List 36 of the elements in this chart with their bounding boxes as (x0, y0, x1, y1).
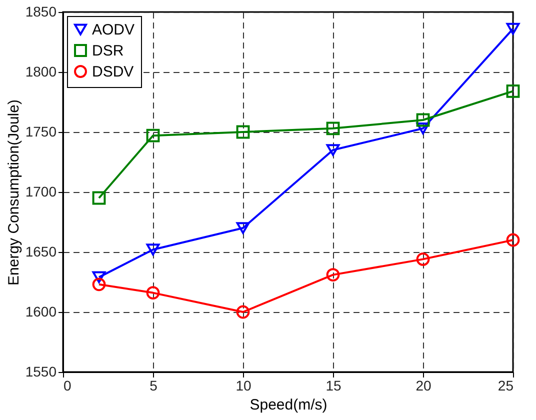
point (236, 305, 250, 319)
x-tick-label: 10 (236, 378, 252, 394)
point (506, 84, 520, 98)
point (146, 128, 160, 142)
y-tick-label: 1750 (25, 124, 57, 140)
x-tick-label: 0 (64, 378, 72, 394)
point (146, 286, 160, 300)
y-tick-label: 1650 (25, 244, 57, 260)
point (92, 271, 106, 284)
point (92, 191, 106, 205)
point (326, 268, 340, 282)
point (416, 252, 430, 266)
point (416, 113, 430, 127)
point (146, 244, 160, 256)
point (236, 222, 250, 234)
y-tick-label: 1550 (25, 364, 57, 380)
point (92, 278, 106, 292)
x-tick-label: 25 (498, 378, 514, 394)
point (236, 125, 250, 139)
legend-label: DSDV (92, 64, 134, 80)
legend-label: AODV (92, 22, 135, 38)
point (506, 233, 520, 247)
point (416, 122, 430, 134)
y-tick-label: 1700 (25, 184, 57, 200)
x-tick-label: 5 (150, 378, 158, 394)
y-tick-label: 1600 (25, 304, 57, 320)
point (326, 122, 340, 136)
y-axis-title: Energy Consumption(Joule) (5, 100, 22, 286)
x-axis-title: Speed(m/s) (250, 396, 328, 414)
y-tick-label: 1800 (25, 64, 57, 80)
legend-label: DSR (92, 42, 124, 60)
y-tick-label: 1850 (25, 4, 57, 20)
point (506, 22, 520, 35)
x-tick-label: 15 (326, 378, 342, 394)
x-tick-label: 20 (416, 378, 432, 394)
point (326, 144, 340, 156)
